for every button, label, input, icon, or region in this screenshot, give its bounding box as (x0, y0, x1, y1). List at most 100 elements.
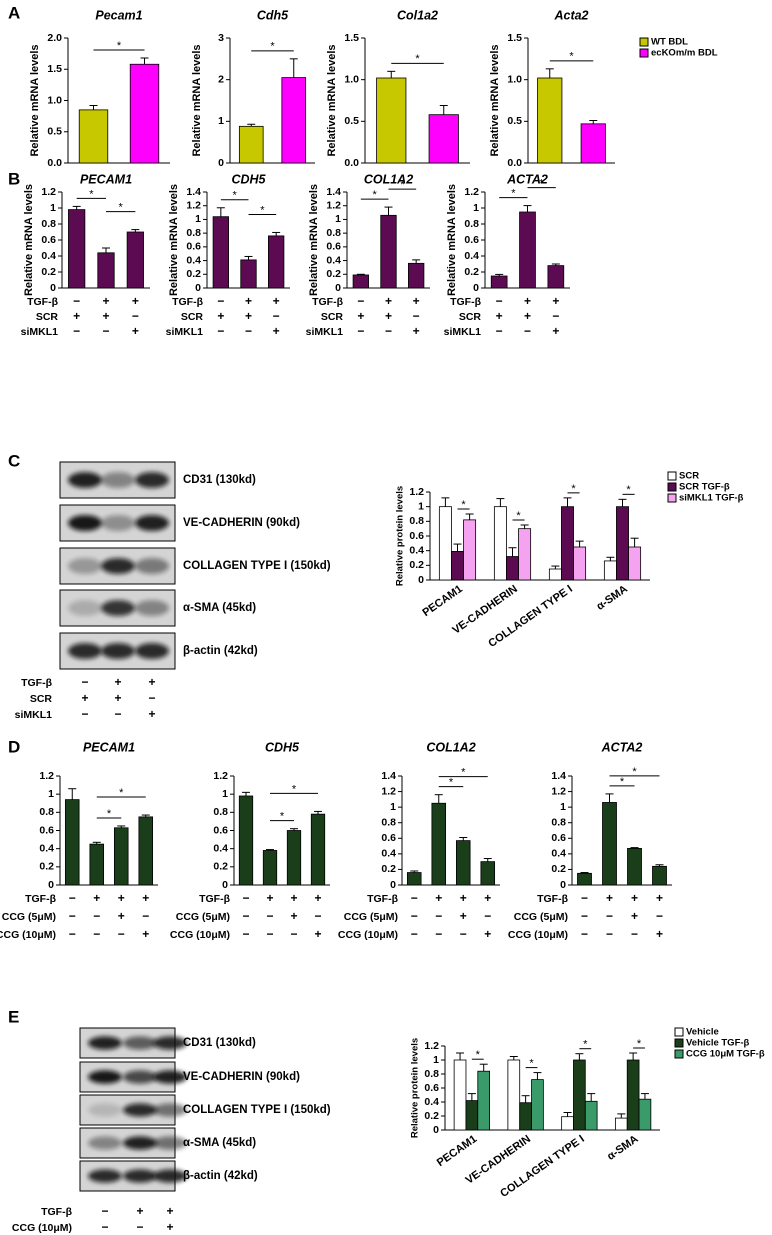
condition-mark: + (73, 309, 80, 323)
blot-band (101, 643, 135, 659)
y-tick-label: 1.2 (424, 1040, 439, 1052)
condition-mark: + (290, 909, 297, 923)
condition-mark: − (606, 909, 613, 923)
y-tick-label: 0 (48, 879, 54, 891)
condition-mark: − (411, 891, 418, 905)
y-tick-label: 0 (473, 282, 479, 294)
y-tick-label: 1.5 (47, 63, 62, 75)
y-tick-label: 0.4 (424, 1096, 439, 1108)
blot-band (135, 643, 169, 659)
condition-mark: + (142, 891, 149, 905)
panel-label: B (8, 169, 20, 188)
y-tick-label: 0.8 (551, 816, 566, 828)
blot-band (123, 1136, 157, 1150)
y-tick-label: 1.2 (409, 486, 424, 498)
y-tick-label: 1 (560, 801, 566, 813)
condition-mark: + (93, 891, 100, 905)
condition-name: siMKL1 (15, 709, 53, 721)
condition-mark: − (93, 909, 100, 923)
condition-name: CCG (5μM) (2, 911, 56, 923)
condition-mark: + (166, 1204, 173, 1218)
condition-mark: − (581, 909, 588, 923)
error-bar (244, 255, 253, 260)
chart-title: COL1A2 (364, 172, 413, 186)
y-tick-label: 0.2 (424, 1110, 439, 1122)
bar (262, 850, 278, 886)
bar (573, 1059, 586, 1131)
significance-label: * (449, 777, 454, 789)
condition-mark: + (217, 309, 224, 323)
condition-mark: − (631, 927, 638, 941)
blot-band (153, 1103, 187, 1117)
y-tick-label: 0.2 (409, 559, 424, 571)
legend-swatch (639, 37, 649, 47)
condition-name: CCG (5μM) (514, 911, 568, 923)
y-tick-label: 0.8 (213, 806, 228, 818)
legend-swatch (667, 493, 677, 503)
legend-swatch (674, 1027, 684, 1037)
y-tick-label: 0 (433, 1124, 439, 1136)
significance-label: * (476, 1049, 481, 1061)
significance-label: * (260, 204, 265, 216)
condition-mark: + (631, 891, 638, 905)
condition-name: SCR (321, 311, 344, 323)
condition-mark: + (273, 294, 280, 308)
y-tick-label: 1.0 (344, 73, 359, 85)
error-bar (575, 540, 584, 547)
y-tick-label: 0.4 (213, 842, 228, 854)
condition-mark: − (581, 891, 588, 905)
error-bar (545, 68, 554, 78)
y-tick-label: 1.2 (326, 199, 341, 211)
y-tick-label: 0.4 (381, 848, 396, 860)
bar (78, 109, 109, 164)
y-tick-label: 3 (218, 32, 224, 44)
condition-mark: − (357, 324, 364, 338)
bar (455, 840, 471, 886)
significance-label: * (415, 53, 420, 65)
y-tick-label: 1 (418, 500, 424, 512)
y-tick-label: 1.2 (381, 785, 396, 797)
condition-mark: + (631, 909, 638, 923)
y-tick-label: 0.0 (344, 157, 359, 169)
blot-label: β-actin (42kd) (183, 645, 258, 657)
blot-band (88, 1169, 122, 1183)
y-tick-label: 0.8 (41, 218, 56, 230)
y-tick-label: 0.2 (464, 266, 479, 278)
significance-label: * (292, 783, 297, 795)
condition-name: TGF-β (199, 893, 230, 905)
chart-title: Pecam1 (95, 8, 142, 22)
error-bar (605, 793, 614, 803)
error-bar (459, 837, 468, 841)
bar (577, 872, 592, 886)
chart-title: CDH5 (265, 740, 300, 754)
y-axis-label: Relative mRNA levels (23, 184, 35, 296)
y-tick-label: 0 (218, 157, 224, 169)
chart-title: Acta2 (553, 8, 588, 22)
blot-band (68, 472, 102, 488)
condition-mark: − (290, 927, 297, 941)
significance-label: * (117, 40, 122, 52)
error-bar (551, 565, 560, 569)
error-bar (587, 1093, 596, 1102)
error-bar (589, 120, 598, 124)
y-tick-label: 0.4 (409, 544, 424, 556)
bar (240, 259, 257, 289)
condition-mark: − (136, 1220, 143, 1234)
y-axis-label: Relative protein levels (395, 486, 406, 586)
significance-label: * (632, 766, 637, 778)
panel-label: C (8, 451, 20, 470)
error-bar (495, 273, 504, 276)
bar (286, 830, 302, 886)
blot-label: α-SMA (45kd) (183, 602, 256, 614)
y-tick-label: 1.5 (344, 32, 359, 44)
error-bar (89, 105, 98, 110)
significance-label: * (270, 41, 275, 53)
condition-mark: + (102, 309, 109, 323)
condition-mark: + (484, 891, 491, 905)
y-axis-label: Relative mRNA levels (446, 184, 458, 296)
y-tick-label: 0.8 (326, 227, 341, 239)
significance-label: * (400, 179, 405, 191)
panel-label: E (8, 1007, 19, 1026)
y-tick-label: 0.8 (424, 1068, 439, 1080)
y-tick-label: 0.6 (213, 824, 228, 836)
